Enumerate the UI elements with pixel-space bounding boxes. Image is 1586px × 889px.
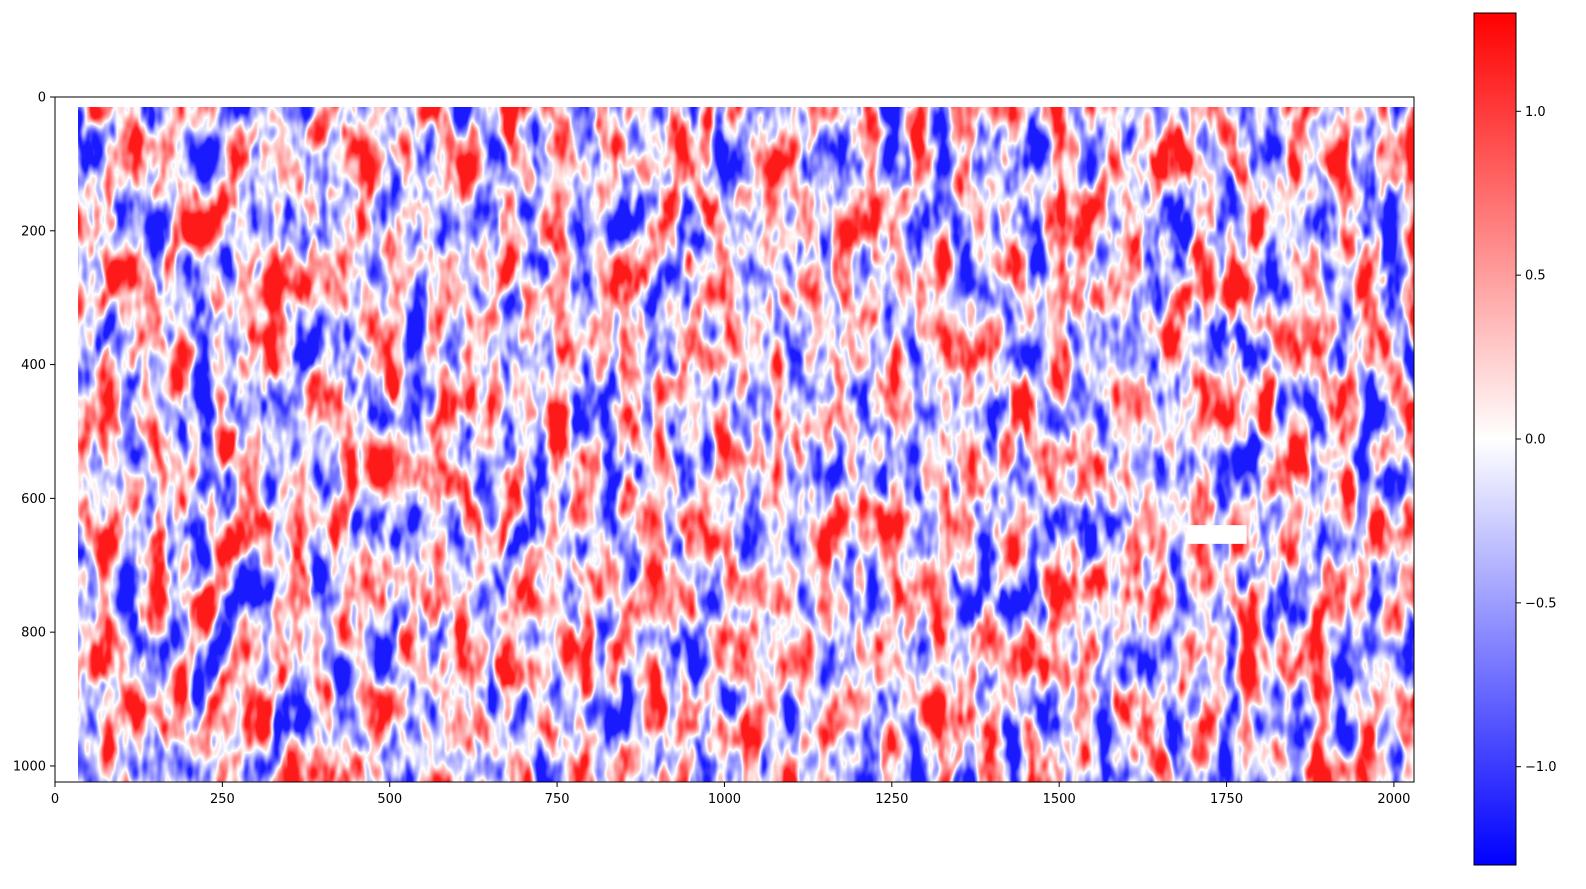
x-tick-label: 1250: [875, 792, 908, 807]
x-tick-label: 0: [51, 792, 59, 807]
y-tick-label: 200: [21, 224, 46, 239]
y-tick-label: 0: [38, 91, 46, 106]
colorbar-tick-label: −0.5: [1525, 596, 1557, 611]
colorbar-tick-label: 0.5: [1525, 269, 1546, 284]
plot-frame: [54, 96, 1415, 783]
x-tick-label: 500: [377, 792, 402, 807]
y-tick-label: 1000: [13, 759, 46, 774]
y-tick-label: 800: [21, 626, 46, 641]
y-tick-label: 600: [21, 492, 46, 507]
masked-region: [1186, 525, 1247, 544]
colorbar-tick-label: −1.0: [1525, 760, 1557, 775]
x-tick-label: 2000: [1377, 792, 1410, 807]
x-tick-label: 1000: [708, 792, 741, 807]
y-axis: 0 200 400 600 800 1000: [13, 91, 55, 774]
x-tick-label: 1500: [1043, 792, 1076, 807]
x-tick-label: 750: [545, 792, 570, 807]
colorbar-gradient: [1474, 13, 1516, 865]
x-tick-label: 250: [210, 792, 235, 807]
x-axis: 0 250 500 750 1000 1250 1500 1750 2000: [51, 782, 1410, 807]
colorbar-axis: 1.0 0.5 0.0 −0.5 −1.0: [1516, 105, 1557, 775]
heatmap-image: [78, 107, 1414, 782]
x-tick-label: 1750: [1210, 792, 1243, 807]
y-tick-label: 400: [21, 358, 46, 373]
colorbar-tick-label: 0.0: [1525, 433, 1546, 448]
colorbar-tick-label: 1.0: [1525, 105, 1546, 120]
